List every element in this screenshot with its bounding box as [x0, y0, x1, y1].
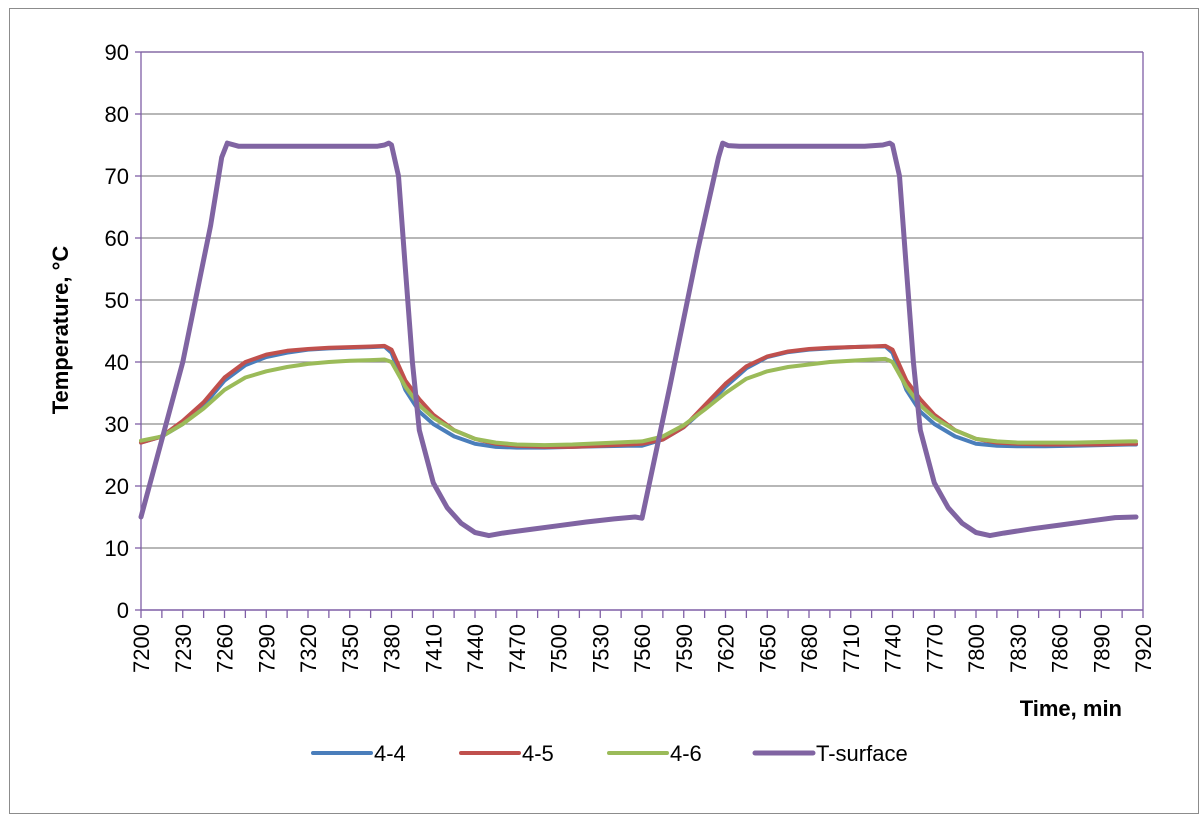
x-tick-label-7770: 7770: [922, 624, 947, 673]
y-tick-label-10: 10: [105, 536, 129, 561]
x-tick-label-7500: 7500: [547, 624, 572, 673]
y-tick-label-70: 70: [105, 164, 129, 189]
series-lines: [138, 140, 1139, 539]
x-tick-label-7320: 7320: [296, 624, 321, 673]
x-tick-label-7350: 7350: [338, 624, 363, 673]
legend-label-4-4: 4-4: [374, 741, 406, 766]
y-tick-label-40: 40: [105, 350, 129, 375]
series-line-4-5: [139, 343, 1138, 449]
axes: [135, 51, 1144, 618]
x-tick-label-7410: 7410: [421, 624, 446, 673]
x-tick-label-7860: 7860: [1048, 624, 1073, 673]
y-tick-label-90: 90: [105, 40, 129, 65]
x-tick-label-7560: 7560: [630, 624, 655, 673]
x-tick-label-7470: 7470: [505, 624, 530, 673]
y-tick-label-0: 0: [117, 598, 129, 623]
x-tick-label-7530: 7530: [588, 624, 613, 673]
legend-label-4-6: 4-6: [670, 741, 702, 766]
x-tick-label-7680: 7680: [797, 624, 822, 673]
x-tick-label-7920: 7920: [1131, 624, 1156, 673]
legend-label-4-5: 4-5: [522, 741, 554, 766]
y-tick-label-80: 80: [105, 102, 129, 127]
x-tick-label-7830: 7830: [1006, 624, 1031, 673]
x-tick-label-7260: 7260: [213, 624, 238, 673]
x-tick-label-7380: 7380: [380, 624, 405, 673]
x-tick-label-7200: 7200: [129, 624, 154, 673]
legend: 4-4 4-5 4-6 T-surface: [311, 741, 908, 766]
series-line-4-6: [139, 356, 1138, 448]
y-axis-title: Temperature, °C: [48, 246, 73, 415]
x-tick-labels: 7200 7230 7260 7290 7320 7350 7380 7410 7440 7470…: [129, 624, 1156, 673]
x-tick-label-7650: 7650: [755, 624, 780, 673]
legend-label-t-surface: T-surface: [816, 741, 908, 766]
x-tick-label-7620: 7620: [714, 624, 739, 673]
grid-lines: [141, 51, 1143, 549]
x-tick-label-7290: 7290: [254, 624, 279, 673]
x-tick-label-7440: 7440: [463, 624, 488, 673]
y-tick-label-30: 30: [105, 412, 129, 437]
y-tick-label-20: 20: [105, 474, 129, 499]
y-tick-label-50: 50: [105, 288, 129, 313]
series-line-t-surface: [138, 140, 1139, 539]
x-tick-label-7890: 7890: [1089, 624, 1114, 673]
x-axis-title: Time, min: [1020, 696, 1122, 721]
chart-frame: [9, 8, 1199, 814]
x-tick-label-7710: 7710: [839, 624, 864, 673]
y-tick-labels: 0 10 20 30 40 50 60 70 80 90: [105, 40, 129, 623]
x-tick-label-7800: 7800: [964, 624, 989, 673]
x-tick-label-7590: 7590: [672, 624, 697, 673]
y-tick-label-60: 60: [105, 226, 129, 251]
x-tick-label-7740: 7740: [881, 624, 906, 673]
x-tick-label-7230: 7230: [171, 624, 196, 673]
